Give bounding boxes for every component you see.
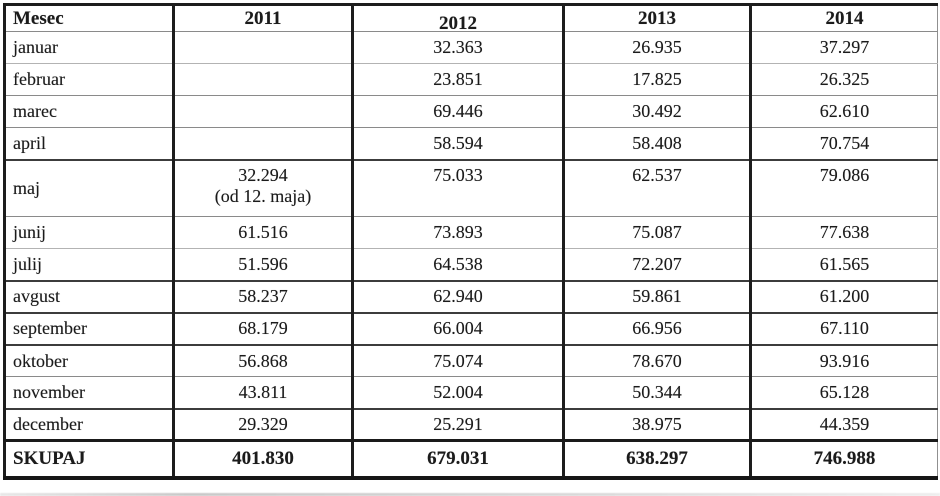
month-cell: december: [4, 408, 174, 442]
value-cell-2014: 62.610: [749, 95, 938, 128]
header-cell-2012: 2012: [351, 4, 564, 32]
value-cell-2013: 38.975: [562, 408, 751, 442]
value-cell-2012: 64.538: [351, 248, 564, 282]
value-cell-2014: 44.359: [749, 408, 938, 442]
value-cell-2014: 79.086: [749, 159, 938, 217]
total-cell-2011: 401.830: [172, 440, 353, 478]
month-cell: februar: [4, 63, 174, 96]
table-row-junij: junij 61.516 73.893 75.087 77.638: [4, 216, 938, 249]
value-cell-2013: 59.861: [562, 280, 751, 314]
total-label-cell: SKUPAJ: [13, 447, 86, 469]
value-cell-2014: 26.325: [749, 63, 938, 96]
value-main: 32.294: [238, 164, 288, 185]
header-label: Mesec: [13, 7, 64, 29]
value-cell-2011: 68.179: [172, 312, 353, 346]
value-cell-2014: 61.200: [749, 280, 938, 314]
table-row-marec: marec 69.446 30.492 62.610: [4, 95, 938, 128]
value-cell-2013: 62.537: [562, 159, 751, 217]
value-cell-2014: 65.128: [749, 376, 938, 410]
month-cell: avgust: [4, 280, 174, 314]
value-cell-2013: 50.344: [562, 376, 751, 410]
month-cell: oktober: [4, 344, 174, 377]
month-cell: april: [4, 127, 174, 161]
value-cell-2014: 37.297: [749, 31, 938, 64]
header-cell-2014: 2014: [749, 4, 938, 32]
month-cell: september: [4, 312, 174, 346]
table-row-november: november 43.811 52.004 50.344 65.128: [4, 376, 938, 410]
value-cell-2012: 25.291: [351, 408, 564, 442]
value-cell-2013: 75.087: [562, 216, 751, 249]
total-cell-2012: 679.031: [351, 440, 564, 478]
value-cell-2011: [172, 127, 353, 161]
total-cell-2013: 638.297: [562, 440, 751, 478]
value-cell-2013: 17.825: [562, 63, 751, 96]
table-row-februar: februar 23.851 17.825 26.325: [4, 63, 938, 96]
month-cell: marec: [4, 95, 174, 128]
value-cell-2013: 30.492: [562, 95, 751, 128]
header-label: 2012: [439, 12, 477, 32]
value-cell-2012: 23.851: [351, 63, 564, 96]
value-cell-2011: 51.596: [172, 248, 353, 282]
value-cell-2012: 52.004: [351, 376, 564, 410]
header-cell-mesec: Mesec: [4, 4, 174, 32]
header-cell-2013: 2013: [562, 4, 751, 32]
table-row-avgust: avgust 58.237 62.940 59.861 61.200: [4, 280, 938, 314]
value-cell-2012: 69.446: [351, 95, 564, 128]
value-cell-2012: 62.940: [351, 280, 564, 314]
value-cell-2014: 70.754: [749, 127, 938, 161]
value-cell-2013: 26.935: [562, 31, 751, 64]
table-row-april: april 58.594 58.408 70.754: [4, 127, 938, 161]
month-cell: julij: [4, 248, 174, 282]
total-cell-2014: 746.988: [749, 440, 938, 478]
month-cell: maj: [4, 159, 174, 217]
value-cell-2011: [172, 63, 353, 96]
value-cell-2012: 58.594: [351, 127, 564, 161]
value-cell-2011: [172, 31, 353, 64]
header-cell-2011: 2011: [172, 4, 353, 32]
value-cell-2014: 77.638: [749, 216, 938, 249]
monthly-data-table: Mesec 2011 2012 2013 2014 januar 32.363 …: [3, 3, 938, 480]
month-cell: junij: [4, 216, 174, 249]
table-row-julij: julij 51.596 64.538 72.207 61.565: [4, 248, 938, 282]
value-cell-2014: 61.565: [749, 248, 938, 282]
month-cell: november: [4, 376, 174, 410]
value-cell-2012: 73.893: [351, 216, 564, 249]
value-cell-2012: 32.363: [351, 31, 564, 64]
table-row-maj: maj 32.294 (od 12. maja) 75.033 62.537 7…: [4, 159, 938, 217]
value-note: (od 12. maja): [214, 186, 312, 206]
value-cell-2014: 93.916: [749, 344, 938, 377]
scanned-document-page: Mesec 2011 2012 2013 2014 januar 32.363 …: [0, 3, 940, 496]
value-cell-2011: 29.329: [172, 408, 353, 442]
value-cell-2013: 78.670: [562, 344, 751, 377]
value-cell-2012: 66.004: [351, 312, 564, 346]
value-cell-2013: 58.408: [562, 127, 751, 161]
value-cell-2012: 75.033: [351, 159, 564, 217]
value-cell-2013: 72.207: [562, 248, 751, 282]
value-cell-2011: 61.516: [172, 216, 353, 249]
value-cell-2011: 58.237: [172, 280, 353, 314]
value-cell-2012: 75.074: [351, 344, 564, 377]
value-cell-2011: 56.868: [172, 344, 353, 377]
table-header-row: Mesec 2011 2012 2013 2014: [4, 4, 938, 32]
total-row: SKUPAJ 401.830 679.031 638.297 746.988: [5, 440, 938, 478]
header-label: 2014: [825, 7, 864, 29]
value-cell-2011: [172, 95, 353, 128]
value-cell-2011: 32.294 (od 12. maja): [172, 159, 353, 217]
value-cell-2014: 67.110: [749, 312, 938, 346]
header-label: 2013: [638, 7, 676, 29]
table-row-oktober: oktober 56.868 75.074 78.670 93.916: [4, 344, 938, 377]
value-cell-2011: 43.811: [172, 376, 353, 410]
table-row-december: december 29.329 25.291 38.975 44.359: [4, 408, 938, 442]
table-row-januar: januar 32.363 26.935 37.297: [4, 31, 938, 64]
header-label: 2011: [244, 7, 282, 29]
value-cell-2013: 66.956: [562, 312, 751, 346]
month-cell: januar: [4, 31, 174, 64]
table-row-september: september 68.179 66.004 66.956 67.110: [4, 312, 938, 346]
